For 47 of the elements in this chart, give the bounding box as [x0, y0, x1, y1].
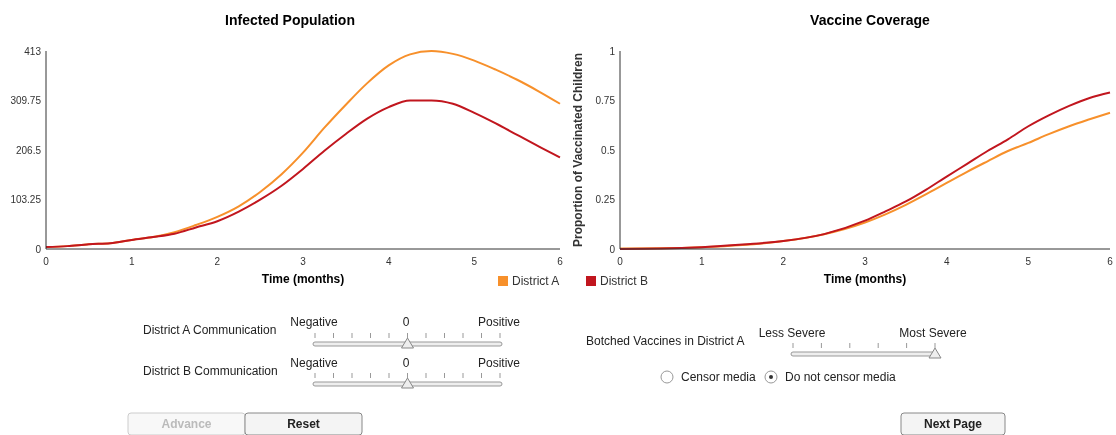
x-tick-label: 5	[471, 256, 478, 267]
x-tick-label: 3	[862, 256, 869, 267]
x-tick-label: 6	[557, 256, 564, 267]
x-axis-title: Time (months)	[823, 272, 907, 286]
x-axis-title: Time (months)	[261, 272, 345, 286]
x-tick-label: 3	[300, 256, 307, 267]
text: Positive	[477, 315, 521, 329]
y-tick-label: 103.25	[10, 194, 42, 205]
text: Reset	[287, 417, 320, 431]
x-tick-label: 4	[943, 256, 950, 267]
chart-title: Infected Population	[225, 12, 355, 28]
text: Do not censor media	[785, 370, 897, 384]
text: Next Page	[923, 417, 983, 431]
y-tick-label: 0.5	[601, 144, 616, 156]
text: Censor media	[681, 370, 757, 384]
y-tick-label: 309.75	[10, 95, 42, 106]
y-tick-label: 206.5	[15, 144, 42, 156]
y-tick-label: 1	[609, 45, 616, 57]
text: 0	[402, 356, 410, 370]
x-tick-label: 1	[128, 256, 135, 267]
legend-label: District A	[512, 274, 560, 288]
y-tick-label: 0.75	[595, 95, 616, 106]
y-tick-label: 0	[609, 243, 616, 255]
text: District A Communication	[143, 323, 277, 337]
text: Botched Vaccines in District A	[586, 334, 745, 348]
text: Advance	[161, 417, 212, 431]
x-tick-label: 4	[385, 256, 392, 267]
x-tick-label: 6	[1107, 256, 1114, 267]
x-tick-label: 2	[780, 256, 787, 267]
text: Less Severe	[758, 326, 826, 340]
x-tick-label: 5	[1025, 256, 1032, 267]
chart-title: Vaccine Coverage	[810, 12, 931, 28]
text: Negative	[290, 315, 338, 329]
x-tick-label: 2	[214, 256, 221, 267]
text: Positive	[477, 356, 521, 370]
text: Most Severe	[899, 326, 968, 340]
x-tick-label: 1	[698, 256, 705, 267]
y-axis-title: Proportion of Vaccinated Children	[571, 52, 585, 248]
text: District B Communication	[143, 364, 278, 378]
y-tick-label: 0	[35, 243, 42, 255]
text: 0	[402, 315, 410, 329]
y-tick-label: 413	[24, 45, 42, 57]
x-tick-label: 0	[617, 256, 624, 267]
legend-label: District B	[600, 274, 648, 288]
text: Negative	[290, 356, 338, 370]
x-tick-label: 0	[43, 256, 50, 267]
y-tick-label: 0.25	[595, 194, 616, 205]
